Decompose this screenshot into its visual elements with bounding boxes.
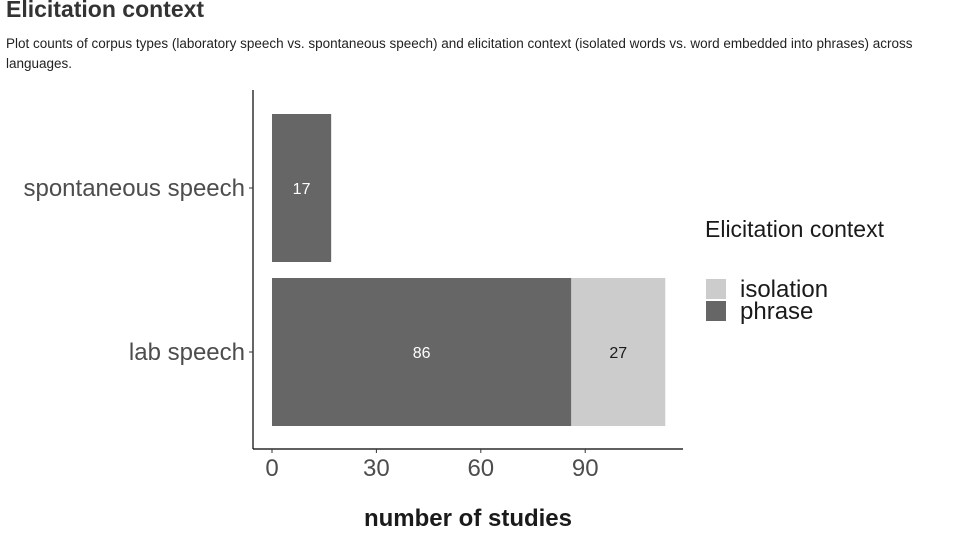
- x-axis-title: number of studies: [364, 505, 572, 532]
- axes-layer: spontaneous speech lab speech 0 30 60 90: [23, 90, 683, 482]
- x-tick-label: 30: [363, 455, 390, 482]
- y-tick-label: spontaneous speech: [23, 175, 245, 202]
- x-tick-label: 90: [572, 455, 599, 482]
- y-tick-label: lab speech: [129, 339, 245, 366]
- legend-key-phrase: [706, 301, 726, 321]
- bar-phrase-lab-speech: [272, 278, 572, 426]
- x-tick-label: 60: [467, 455, 494, 482]
- legend-title: Elicitation context: [705, 216, 885, 242]
- bar-value-label: 27: [609, 345, 627, 362]
- bar-value-label: 17: [293, 181, 311, 198]
- legend-label-isolation: isolation: [740, 276, 828, 303]
- legend-label-phrase: phrase: [740, 298, 813, 325]
- page-heading: Elicitation context: [6, 0, 205, 22]
- bar-value-label: 86: [413, 345, 431, 362]
- bar-isolation-lab-speech: [571, 278, 666, 426]
- legend-key-isolation: [706, 279, 726, 299]
- page-description: Plot counts of corpus types (laboratory …: [6, 36, 913, 71]
- bars-layer: 17 86 27: [272, 114, 666, 426]
- x-tick-label: 0: [265, 455, 278, 482]
- bar-phrase-spontaneous-speech: [272, 114, 332, 262]
